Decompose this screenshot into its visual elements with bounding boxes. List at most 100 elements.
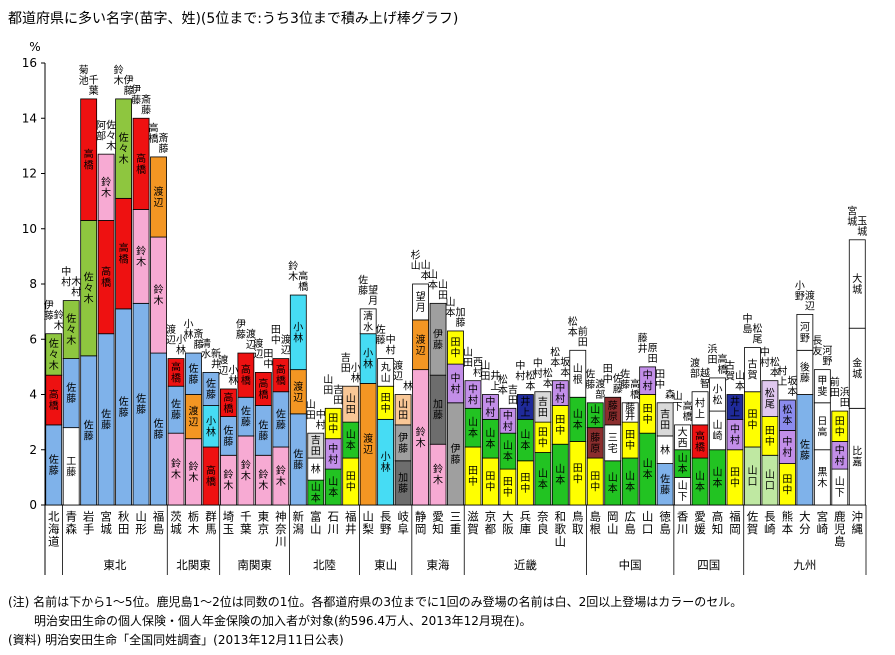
segment-label: 中 xyxy=(503,486,513,499)
bar-segment xyxy=(691,391,709,426)
prefecture-label: 川 xyxy=(327,522,339,536)
segment-label: 下 xyxy=(678,492,688,503)
segment-label: 小 xyxy=(381,451,391,463)
segment-label: 中 xyxy=(730,476,740,489)
rank5-label: 伊 xyxy=(44,299,54,311)
bar-segment xyxy=(202,371,220,406)
bar-segment xyxy=(394,394,412,426)
segment-label: 山 xyxy=(747,465,757,477)
prefecture-label: 東 xyxy=(258,509,270,523)
segment-label: 中 xyxy=(782,483,792,496)
prefecture-label: 沖 xyxy=(852,509,864,523)
prefecture-label: 川 xyxy=(275,534,287,548)
segment-label: 賀 xyxy=(747,370,757,382)
segment-label: 田 xyxy=(346,405,356,416)
rank5-label: 藤 xyxy=(376,335,386,347)
segment-label: 高 xyxy=(241,363,251,376)
segment-label: 木 xyxy=(154,295,164,307)
bar-segment xyxy=(167,358,185,387)
prefecture-label: 石 xyxy=(327,509,339,523)
rank4-label: 藤 xyxy=(613,383,623,395)
bar-segment xyxy=(726,394,744,420)
segment-label: 西 xyxy=(678,438,688,449)
segment-label: 佐 xyxy=(49,454,59,466)
segment-label: 橋 xyxy=(49,399,59,412)
region-label: 東山 xyxy=(374,558,397,572)
rank4-label: 月 xyxy=(368,295,378,307)
segment-label: 山 xyxy=(311,482,321,494)
segment-label: 高 xyxy=(171,360,181,373)
note-2: 明治安田生命の個人保険・個人年金保険の加入者が対象(約596.4万人、2013年… xyxy=(34,614,532,628)
segment-label: 山 xyxy=(346,393,356,405)
rank5-label: 伊 xyxy=(236,319,246,331)
prefecture-label: 島 xyxy=(589,509,601,523)
rank5-label: 前 xyxy=(830,376,840,389)
prefecture-label: 井 xyxy=(345,522,357,536)
rank5-label: 鈴 xyxy=(114,64,124,77)
rank4-label: 橋 xyxy=(683,410,693,423)
segment-label: 佐 xyxy=(84,272,94,284)
prefecture-label: 岩 xyxy=(83,509,95,523)
segment-label: 々 xyxy=(49,349,59,361)
prefecture-label: 庫 xyxy=(520,522,532,536)
segment-label: 藤 xyxy=(625,402,635,414)
segment-label: 中 xyxy=(835,443,845,456)
rank4-label: 本 xyxy=(560,366,570,379)
segment-label: 林 xyxy=(206,425,216,438)
segment-label: 鈴 xyxy=(276,464,286,477)
segment-label: 山 xyxy=(573,408,583,420)
rank4-label: 林 xyxy=(403,380,413,393)
region-label: 九州 xyxy=(793,558,816,572)
segment-label: 村 xyxy=(643,380,653,393)
segment-label: 吉 xyxy=(311,435,321,447)
segment-label: 藤 xyxy=(398,483,408,495)
segment-label: 橋 xyxy=(241,374,251,387)
prefecture-label: 崎 xyxy=(764,522,776,536)
rank5-label: 辺 xyxy=(166,335,176,347)
segment-label: 鈴 xyxy=(188,460,198,473)
segment-label: 木 xyxy=(433,475,443,487)
prefecture-label: 知 xyxy=(432,522,444,536)
rank4-label: 斎 xyxy=(141,93,151,106)
segment-label: 渡 xyxy=(154,185,164,198)
rank5-label: 佐 xyxy=(358,274,368,286)
segment-label: 佐 xyxy=(171,399,181,411)
segment-label: 本 xyxy=(468,427,478,440)
prefecture-label: 口 xyxy=(642,522,654,536)
segment-label: 橋 xyxy=(695,440,705,453)
segment-label: 工 xyxy=(66,456,76,467)
rank4-label: 越 xyxy=(700,366,710,379)
segment-label: 橋 xyxy=(206,475,216,488)
segment-label: 中 xyxy=(643,413,653,426)
prefecture-label: 梨 xyxy=(362,522,374,536)
segment-label: 村 xyxy=(503,420,513,433)
segment-label: 比 xyxy=(852,446,862,458)
segment-label: 古 xyxy=(747,358,757,371)
rank5-label: 古 xyxy=(725,359,735,372)
y-tick-label: 4 xyxy=(29,388,37,402)
chart-notes: (注) 名前は下から1～5位。鹿児島1～2位は同数の1位。各都道府県の3位までに… xyxy=(8,593,742,650)
prefecture-label: 千 xyxy=(240,509,252,523)
prefecture-label: 良 xyxy=(537,522,549,536)
segment-label: 橋 xyxy=(171,371,181,384)
prefecture-label: 福 xyxy=(729,509,741,523)
segment-label: 本 xyxy=(608,482,618,495)
prefecture-label: 群 xyxy=(205,509,217,523)
prefecture-label: 神 xyxy=(275,509,287,523)
rank4-label: 高 xyxy=(298,270,308,283)
rank5-label: 本 xyxy=(446,306,456,319)
segment-label: 本 xyxy=(328,486,338,499)
segment-label: 高 xyxy=(136,152,146,165)
prefecture-label: 崎 xyxy=(817,522,829,536)
segment-label: 本 xyxy=(573,418,583,431)
rank5-label: 本 xyxy=(568,325,578,338)
segment-label: 山 xyxy=(678,480,688,492)
region-label: 中国 xyxy=(619,558,642,572)
bar-segment xyxy=(272,358,290,393)
segment-label: 藤 xyxy=(223,436,233,448)
segment-label: 木 xyxy=(817,477,827,489)
segment-label: 井 xyxy=(730,395,740,408)
segment-label: 藤 xyxy=(276,419,286,431)
bar-segment xyxy=(62,300,80,359)
prefecture-label: 木 xyxy=(188,522,200,536)
